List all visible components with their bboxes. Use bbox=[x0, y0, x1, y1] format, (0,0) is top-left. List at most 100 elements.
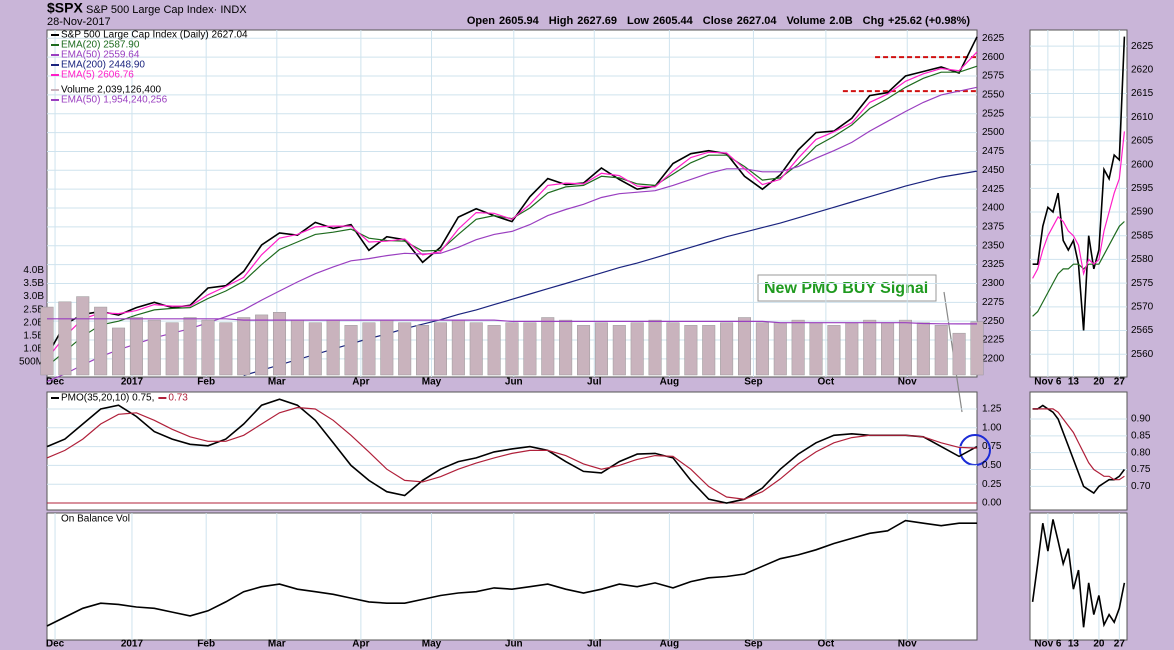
series-line bbox=[1032, 221, 1125, 317]
x-tick-label: 13 bbox=[1068, 377, 1080, 388]
annotation: New PMO BUY Signal bbox=[764, 280, 928, 297]
y-tick-label: 2325 bbox=[982, 259, 1005, 270]
y-tick-label: 2595 bbox=[1131, 183, 1154, 194]
volume-bar bbox=[112, 327, 126, 376]
y-tick-label: 2550 bbox=[982, 90, 1005, 101]
y-tick-label: 2570 bbox=[1131, 301, 1154, 312]
y-tick-label: 0.25 bbox=[982, 479, 1002, 490]
quote-label: Chg bbox=[863, 15, 884, 27]
volume-bar bbox=[165, 322, 179, 376]
legend-label: EMA(50) 2559.64 bbox=[61, 50, 140, 61]
x-tick-label: Jun bbox=[505, 377, 523, 388]
volume-bar bbox=[380, 319, 394, 376]
x-tick-label: Feb bbox=[197, 639, 215, 650]
quote-value: 2605.44 bbox=[653, 15, 694, 27]
x-tick-label: Jul bbox=[587, 377, 602, 388]
legend-label: Volume 2,039,126,400 bbox=[61, 85, 162, 96]
mini-pmo-panel bbox=[1029, 391, 1128, 511]
x-tick-label: Mar bbox=[268, 377, 286, 388]
x-tick-label: Feb bbox=[197, 377, 215, 388]
volume-bar bbox=[487, 325, 501, 376]
y-tick-label: 3.0B bbox=[23, 291, 44, 302]
volume-bar bbox=[272, 312, 287, 376]
legend-label: EMA(50) 1,954,240,256 bbox=[61, 95, 168, 106]
volume-bar bbox=[129, 317, 143, 376]
legend-label: S&P 500 Large Cap Index (Daily) 2627.04 bbox=[61, 30, 248, 41]
quote-value: 2627.69 bbox=[577, 15, 617, 27]
series-line bbox=[47, 318, 977, 325]
y-tick-label: 3.5B bbox=[23, 278, 44, 289]
y-tick-label: 1.0B bbox=[23, 344, 44, 355]
volume-bar bbox=[469, 322, 483, 376]
series-line bbox=[1032, 408, 1125, 481]
volume-bar bbox=[362, 322, 376, 376]
x-tick-label: Apr bbox=[352, 377, 369, 388]
x-tick-label: Aug bbox=[660, 639, 679, 650]
quote-label: Close bbox=[703, 15, 733, 27]
x-tick-label: 13 bbox=[1068, 639, 1080, 650]
x-tick-label: May bbox=[422, 377, 442, 388]
legend-label: PMO(35,20,10) 0.75, bbox=[61, 393, 154, 404]
volume-bar bbox=[845, 322, 859, 376]
series-line bbox=[46, 519, 977, 627]
volume-bar bbox=[326, 319, 340, 376]
panel-title: On Balance Vol bbox=[61, 514, 130, 525]
pmo-panel bbox=[46, 391, 978, 511]
volume-bar bbox=[541, 317, 555, 376]
y-tick-label: 0.50 bbox=[982, 460, 1002, 471]
y-tick-label: 0.80 bbox=[1131, 447, 1151, 458]
y-tick-label: 2.5B bbox=[23, 304, 44, 315]
volume-bar bbox=[594, 322, 608, 376]
y-tick-label: 2475 bbox=[982, 146, 1005, 157]
legend-label: EMA(200) 2448.90 bbox=[61, 60, 145, 71]
y-tick-label: 0.75 bbox=[982, 441, 1002, 452]
y-tick-label: 1.00 bbox=[982, 422, 1002, 433]
y-tick-label: 2500 bbox=[982, 127, 1005, 138]
volume-bar bbox=[684, 325, 698, 376]
x-tick-label: Nov bbox=[898, 639, 917, 650]
y-tick-label: 2625 bbox=[982, 33, 1005, 44]
volume-bar bbox=[76, 296, 90, 376]
x-tick-label: Sep bbox=[744, 639, 762, 650]
volume-bar bbox=[881, 322, 895, 376]
series-line bbox=[1031, 519, 1126, 628]
x-tick-label: 27 bbox=[1114, 377, 1126, 388]
annotation-box bbox=[757, 274, 937, 302]
x-tick-label: Sep bbox=[744, 377, 762, 388]
date: 28-Nov-2017 bbox=[47, 16, 111, 28]
volume-bar bbox=[809, 322, 823, 376]
y-tick-label: 2620 bbox=[1131, 64, 1154, 75]
x-tick-label: 20 bbox=[1093, 377, 1105, 388]
ticker: $SPX bbox=[47, 0, 83, 16]
y-tick-label: 2580 bbox=[1131, 254, 1154, 265]
y-tick-label: 2605 bbox=[1131, 136, 1154, 147]
mini-price-panel bbox=[1029, 29, 1128, 378]
y-tick-label: 2300 bbox=[982, 278, 1005, 289]
volume-bar bbox=[255, 314, 269, 376]
volume-bar bbox=[237, 317, 251, 376]
volume-bar bbox=[451, 319, 465, 376]
x-tick-label: Nov 6 bbox=[1034, 639, 1062, 650]
volume-bar bbox=[970, 321, 984, 376]
volume-bar bbox=[344, 325, 358, 376]
volume-bar bbox=[219, 322, 233, 376]
quote: +25.62 (+0.98%) Chg 2.0B Volume 2627.04 Close… bbox=[467, 15, 970, 27]
x-tick-label: Oct bbox=[818, 377, 835, 388]
y-tick-label: 2590 bbox=[1131, 207, 1154, 218]
quote-value: 2627.04 bbox=[737, 15, 778, 27]
x-tick-label: 20 bbox=[1093, 639, 1105, 650]
volume-bar bbox=[94, 306, 108, 376]
x-tick-label: 27 bbox=[1114, 639, 1126, 650]
volume-bar bbox=[290, 319, 304, 376]
y-tick-label: 0.85 bbox=[1131, 430, 1151, 441]
x-tick-label: Nov bbox=[898, 377, 917, 388]
x-tick-label: Jun bbox=[505, 639, 523, 650]
y-tick-label: 2450 bbox=[982, 165, 1005, 176]
y-tick-label: 2615 bbox=[1131, 88, 1154, 99]
quote-label: Volume bbox=[786, 15, 825, 27]
x-tick-label: Apr bbox=[352, 639, 369, 650]
volume-bar bbox=[433, 322, 447, 376]
volume-bar bbox=[577, 325, 591, 376]
volume-bar bbox=[648, 319, 662, 376]
